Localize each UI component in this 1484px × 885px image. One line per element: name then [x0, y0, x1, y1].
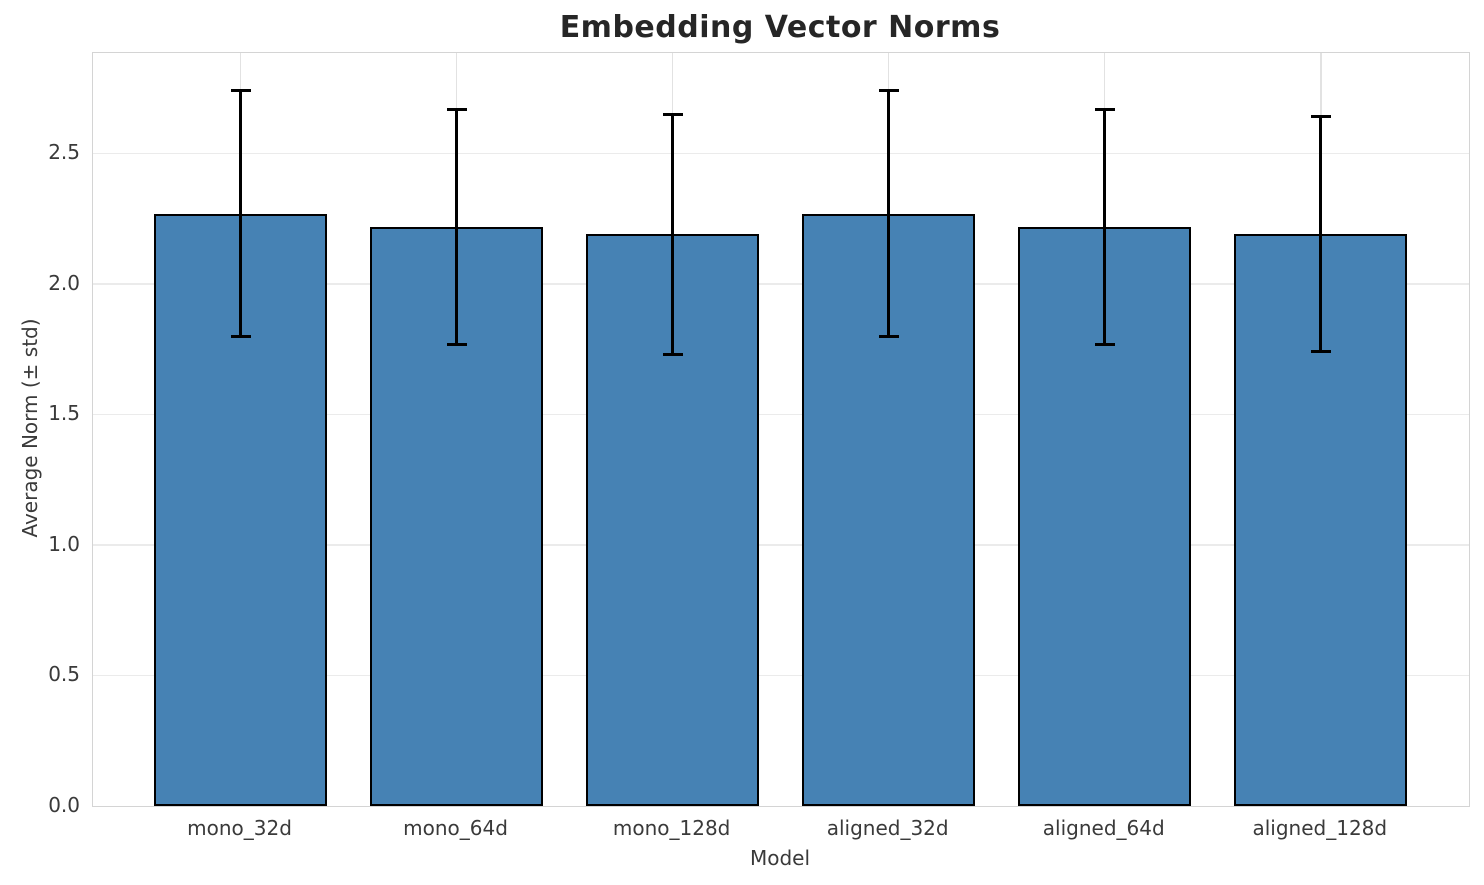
y-axis-label: Average Norm (± std): [18, 318, 42, 538]
h-gridline: [93, 674, 1469, 677]
chart-title: Embedding Vector Norms: [559, 10, 1001, 45]
x-tick-label-mono_128d: mono_128d: [612, 816, 731, 840]
bar-mono_64d: [370, 226, 544, 806]
error-cap: [230, 334, 251, 338]
x-tick-label-mono_64d: mono_64d: [403, 816, 508, 840]
error-bar-aligned_64d: [1103, 109, 1107, 344]
h-gridline: [93, 544, 1469, 546]
error-cap: [1094, 342, 1115, 346]
h-gridline: [93, 152, 1469, 155]
error-bar-mono_64d: [455, 109, 459, 344]
error-bar-aligned_128d: [1319, 116, 1323, 352]
y-tick-label: 2.0: [48, 270, 80, 295]
error-bar-mono_32d: [239, 90, 242, 337]
plot-area: [92, 52, 1470, 807]
error-cap: [662, 352, 683, 356]
x-tick-label-aligned_64d: aligned_64d: [1042, 816, 1165, 840]
error-cap: [878, 89, 899, 93]
y-tick-label: 1.0: [48, 531, 80, 556]
h-gridline: [93, 283, 1469, 285]
x-tick-label-aligned_32d: aligned_32d: [826, 816, 949, 840]
x-axis-label: Model: [749, 846, 811, 870]
error-cap: [446, 107, 467, 111]
error-bar-aligned_32d: [887, 90, 891, 337]
error-bar-mono_128d: [671, 114, 675, 355]
y-tick-label: 0.0: [48, 793, 80, 817]
error-cap: [1310, 350, 1331, 354]
error-cap: [1310, 115, 1331, 119]
bar-mono_32d: [154, 213, 327, 806]
error-cap: [662, 112, 683, 116]
error-cap: [230, 89, 251, 93]
h-gridline: [93, 413, 1469, 416]
x-tick-label-aligned_128d: aligned_128d: [1252, 816, 1388, 840]
x-tick-label-mono_32d: mono_32d: [187, 816, 292, 840]
error-cap: [878, 334, 899, 338]
y-tick-label: 2.5: [48, 140, 80, 165]
error-cap: [1094, 107, 1115, 111]
y-tick-label: 0.5: [48, 662, 80, 687]
y-tick-label: 1.5: [48, 401, 80, 426]
error-cap: [446, 342, 467, 346]
